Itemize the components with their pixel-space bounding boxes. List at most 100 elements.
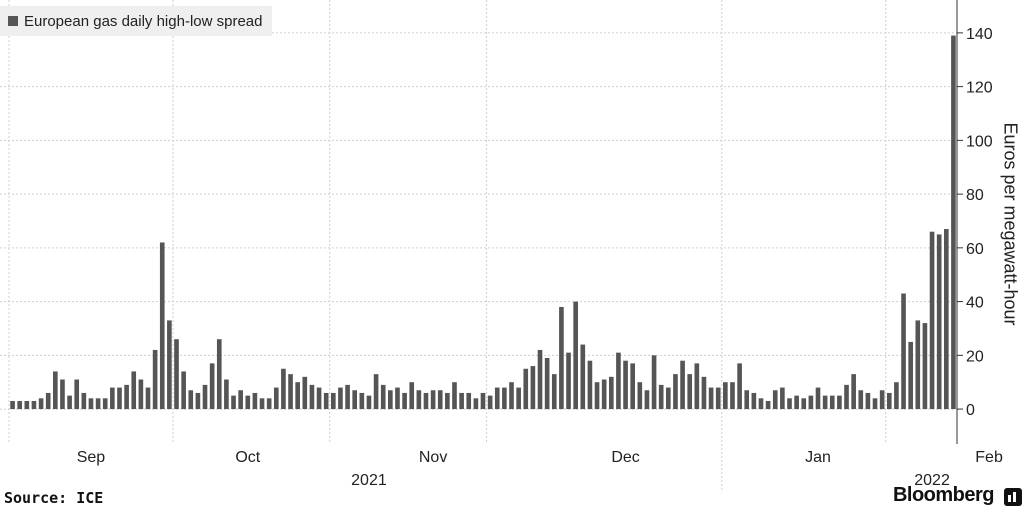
bar [252, 392, 258, 410]
legend: European gas daily high-low spread [0, 6, 273, 36]
bar [879, 390, 885, 410]
bar [502, 387, 507, 410]
bar [416, 390, 422, 410]
bar [38, 398, 44, 410]
bar [658, 384, 664, 410]
bar [273, 387, 279, 410]
bar [423, 392, 429, 410]
bar [53, 371, 58, 410]
x-year-label: 2021 [351, 472, 387, 489]
bar [131, 371, 137, 410]
bar [708, 387, 714, 410]
bar [723, 382, 728, 410]
bar [715, 387, 721, 410]
bar [951, 35, 956, 410]
source-note: Source: ICE [4, 489, 104, 507]
bar [231, 395, 236, 410]
bar [551, 374, 557, 410]
bar [302, 376, 308, 410]
bar [943, 229, 949, 410]
chart-grid [0, 0, 957, 490]
bar [516, 387, 521, 410]
y-axis: 0 20 40 60 80 100 120 140 [956, 0, 993, 444]
bar [694, 363, 700, 410]
bar [281, 368, 286, 410]
bar [537, 349, 543, 410]
brand-logo-text: Bloomberg [892, 484, 995, 506]
x-month-label: Oct [235, 449, 260, 466]
y-tick-label: 100 [966, 133, 993, 150]
bar [530, 366, 536, 410]
bar [445, 392, 450, 410]
bar [644, 390, 650, 410]
y-tick-label: 20 [966, 348, 984, 365]
bar [765, 401, 771, 410]
bar [373, 374, 379, 410]
bar [323, 392, 329, 410]
bar [480, 392, 486, 410]
bar [858, 390, 864, 410]
bar [915, 320, 921, 410]
bar [829, 395, 835, 410]
x-year-label: 2022 [914, 472, 950, 489]
y-tick-label: 60 [966, 241, 984, 258]
bar [238, 390, 243, 410]
x-month-label: Sep [77, 449, 106, 466]
bar [245, 395, 251, 410]
bar [808, 395, 814, 410]
bar [209, 363, 215, 410]
legend-label: European gas daily high-low spread [24, 12, 263, 30]
bar [801, 398, 807, 410]
bar [145, 387, 151, 410]
bar [673, 374, 678, 410]
bar [680, 360, 685, 410]
bar [751, 392, 757, 410]
bar [74, 379, 80, 410]
bar [395, 387, 400, 410]
bar [523, 368, 529, 410]
bar [402, 392, 407, 410]
bar [594, 382, 600, 410]
bar [195, 392, 201, 410]
bar [780, 387, 785, 410]
bar [787, 398, 792, 410]
bar [60, 379, 65, 410]
bar [437, 390, 443, 410]
bar [559, 306, 564, 410]
y-tick-label: 80 [966, 187, 984, 204]
bar [266, 398, 272, 410]
bar [159, 242, 165, 410]
bar [737, 363, 742, 410]
bar [345, 384, 350, 410]
bar [295, 382, 300, 410]
bar [81, 392, 87, 410]
bar [88, 398, 94, 410]
bar [872, 398, 878, 410]
bar [851, 374, 856, 410]
x-axis: Sep Oct Nov Dec Jan Feb 2021 2022 [77, 449, 1003, 489]
data-bars [10, 35, 956, 410]
bar [487, 395, 493, 410]
x-month-label: Nov [419, 449, 447, 466]
x-month-label: Jan [805, 449, 831, 466]
bar [901, 293, 906, 410]
bar [908, 341, 913, 410]
bar [359, 392, 365, 410]
bar [181, 371, 186, 410]
bar [758, 398, 764, 410]
bar [466, 392, 472, 410]
bar [630, 363, 636, 410]
bar [338, 387, 343, 410]
bar [844, 384, 849, 410]
bar [366, 395, 372, 410]
bar [388, 390, 393, 410]
bar [929, 231, 935, 410]
bar [651, 355, 657, 410]
bar [452, 382, 457, 410]
bar [608, 376, 614, 410]
bar [701, 376, 707, 410]
bar [772, 390, 778, 410]
bar [316, 387, 322, 410]
y-tick-label: 120 [966, 80, 993, 97]
